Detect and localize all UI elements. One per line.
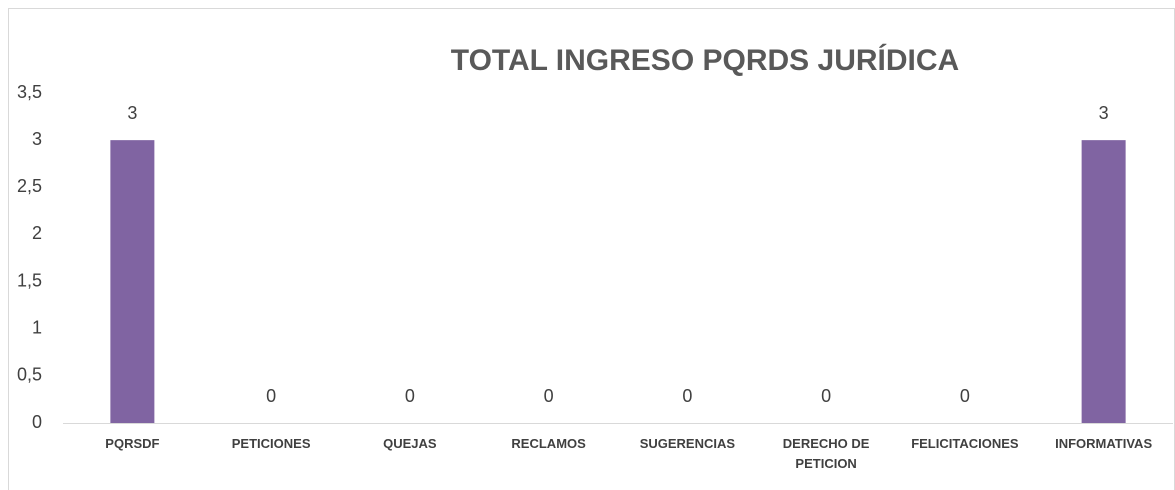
x-tick-label: SUGERENCIAS: [639, 436, 736, 451]
data-label: 3: [1099, 103, 1109, 123]
y-tick-label: 2: [32, 223, 42, 243]
data-label: 0: [682, 386, 692, 406]
y-tick-label: 1,5: [17, 270, 42, 290]
bar: [110, 140, 155, 423]
data-label: 0: [266, 386, 276, 406]
data-label: 0: [544, 386, 554, 406]
x-tick-label: RECLAMOS: [511, 436, 586, 451]
data-label: 0: [960, 386, 970, 406]
x-tick-label: DERECHO DE PETICION: [782, 436, 870, 471]
y-tick-label: 3,5: [17, 82, 42, 102]
x-tick-label: PETICIONES: [231, 436, 311, 451]
y-tick-label: 3: [32, 129, 42, 149]
bar: [1081, 140, 1126, 423]
chart-title: TOTAL INGRESO PQRDS JURÍDICA: [451, 43, 959, 77]
y-tick-label: 0: [32, 412, 42, 432]
x-tick-label: INFORMATIVAS: [1055, 436, 1153, 451]
x-tick-label: QUEJAS: [383, 436, 437, 451]
data-label: 0: [405, 386, 415, 406]
y-tick-label: 1: [32, 317, 42, 337]
chart-border: [8, 8, 1175, 490]
x-tick-label: FELICITACIONES: [911, 436, 1019, 451]
y-tick-label: 0,5: [17, 365, 42, 385]
data-label: 3: [127, 103, 137, 123]
y-tick-label: 2,5: [17, 176, 42, 196]
data-label: 0: [821, 386, 831, 406]
x-tick-label: PQRSDF: [105, 436, 160, 451]
